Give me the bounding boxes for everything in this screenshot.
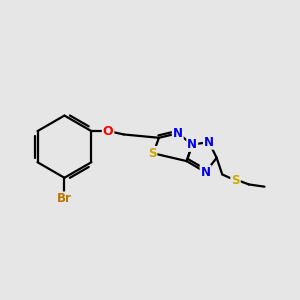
Text: Br: Br: [57, 192, 72, 206]
Text: N: N: [173, 127, 183, 140]
Text: S: S: [148, 147, 157, 160]
Text: N: N: [204, 136, 214, 149]
Text: S: S: [231, 173, 240, 187]
Text: N: N: [187, 138, 197, 151]
Text: N: N: [201, 166, 211, 179]
Text: O: O: [103, 124, 113, 138]
